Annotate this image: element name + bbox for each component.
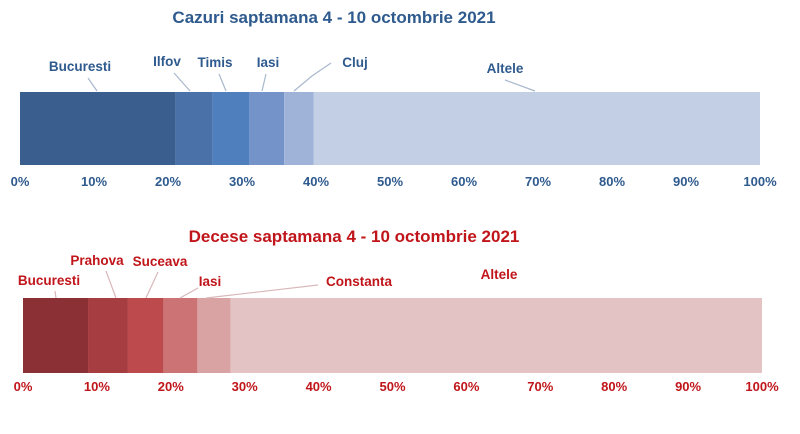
deaths-x-tick-label: 50% [379,379,405,394]
deaths-bar-segment-iasi [163,298,198,373]
deaths-bar-segment-suceava [127,298,164,373]
deaths-segment-label-iasi: Iasi [199,274,222,289]
deaths-bar-segment-constanta [197,298,231,373]
cases-segment-label-altele: Altele [487,61,524,76]
cases-x-tick-label: 80% [599,174,625,189]
deaths-bar-segment-bucuresti [23,298,89,373]
cases-bar-segment-timis [212,92,250,165]
deaths-x-tick-label: 20% [158,379,184,394]
deaths-x-tick-label: 10% [84,379,110,394]
cases-x-tick-label: 60% [451,174,477,189]
cases-x-tick-label: 40% [303,174,329,189]
deaths-segment-label-altele: Altele [481,267,518,282]
deaths-segment-label-bucuresti: Bucuresti [18,273,80,288]
deaths-x-tick-label: 90% [675,379,701,394]
cases-x-tick-label: 70% [525,174,551,189]
cases-x-tick-label: 90% [673,174,699,189]
cases-leader-line-ilfov [173,72,191,92]
cases-segment-label-iasi: Iasi [257,55,280,70]
cases-x-tick-label: 30% [229,174,255,189]
deaths-leader-line-iasi [179,287,199,299]
deaths-segment-label-prahova: Prahova [70,253,124,268]
deaths-segment-label-constanta: Constanta [326,274,392,289]
deaths-leader-line-bucuresti [54,290,57,299]
cases-bar-segment-iasi [249,92,285,165]
cases-x-tick-label: 20% [155,174,181,189]
deaths-chart-title: Decese saptamana 4 - 10 octombrie 2021 [189,227,520,246]
deaths-bar-segment-prahova [88,298,128,373]
deaths-x-tick-label: 70% [527,379,553,394]
deaths-x-tick-label: 0% [14,379,33,394]
deaths-x-tick-label: 40% [306,379,332,394]
cases-leader-line-bucuresti [87,77,98,92]
deaths-x-tick-label: 100% [745,379,779,394]
cases-segment-label-cluj: Cluj [342,55,368,70]
deaths-x-tick-label: 80% [601,379,627,394]
cases-chart-title: Cazuri saptamana 4 - 10 octombrie 2021 [172,8,495,27]
cases-bar-segment-bucuresti [20,92,176,165]
cases-x-tick-label: 50% [377,174,403,189]
cases-segment-label-bucuresti: Bucuresti [49,59,111,74]
cases-bar-segment-cluj [284,92,314,165]
deaths-leader-line-constanta [205,284,319,299]
cases-leader-line-altele [504,79,536,92]
cases-segment-label-timis: Timis [197,55,232,70]
cases-segment-label-ilfov: Ilfov [153,54,181,69]
deaths-segment-label-suceava: Suceava [133,254,188,269]
deaths-x-tick-label: 60% [453,379,479,394]
cases-leader-line-iasi [261,73,267,92]
cases-bar-segment-altele [313,92,760,165]
deaths-bar-segment-altele [230,298,762,373]
deaths-x-tick-label: 30% [232,379,258,394]
cases-x-tick-label: 10% [81,174,107,189]
deaths-leader-line-suceava [145,271,159,299]
deaths-leader-line-prahova [105,270,117,299]
cases-bar-segment-ilfov [175,92,213,165]
cases-leader-line-timis [218,73,227,92]
cases-x-tick-label: 0% [11,174,30,189]
cases-x-tick-label: 100% [743,174,777,189]
cases-leader-line-cluj [293,62,332,92]
